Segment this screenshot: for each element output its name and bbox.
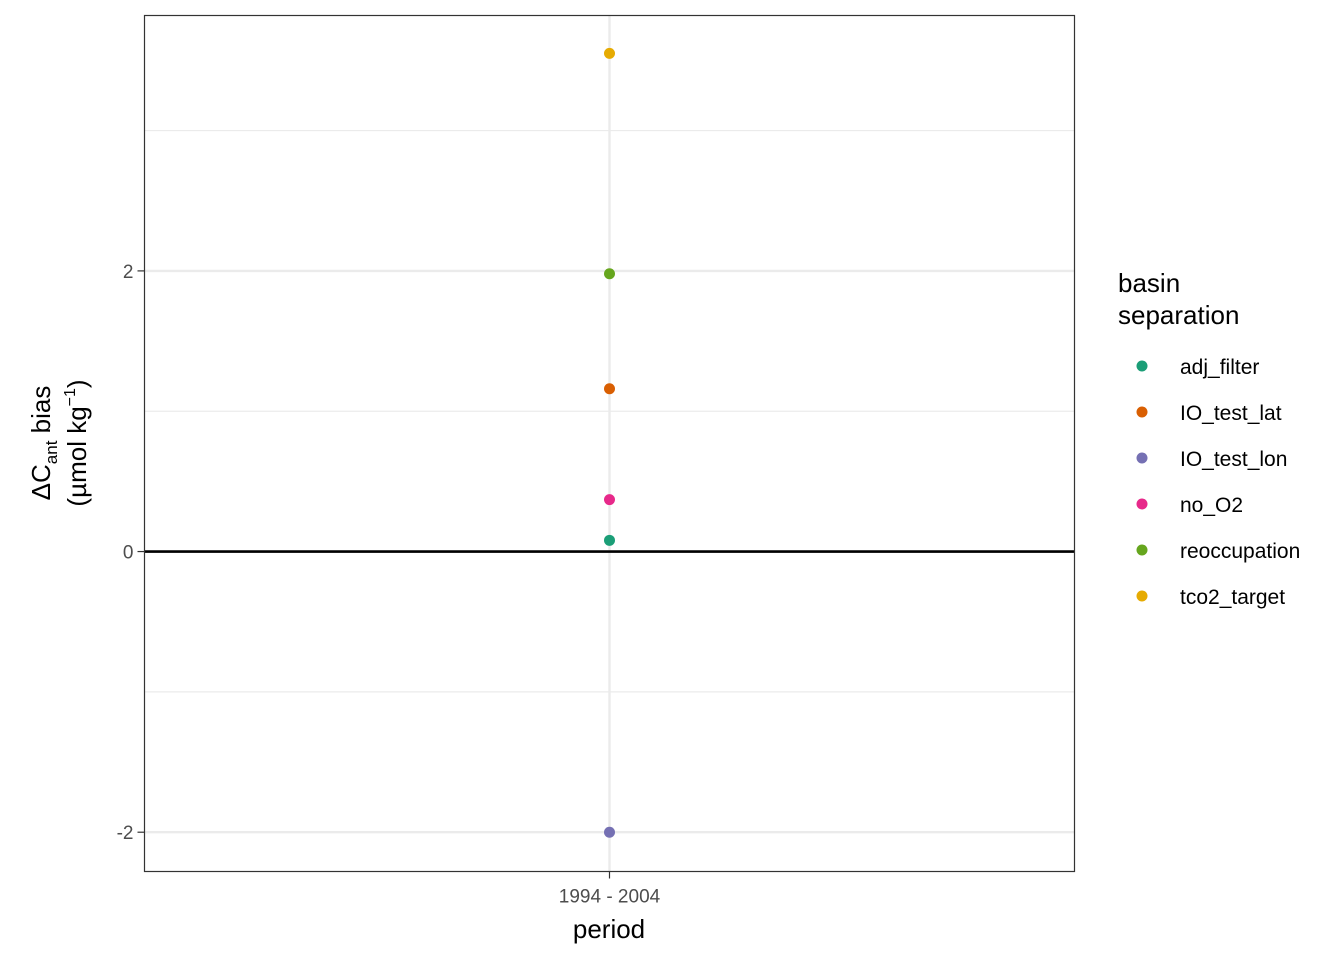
legend-key-io-test-lat	[1136, 406, 1148, 418]
legend-title-line-2: separation	[1118, 300, 1239, 330]
legend-key-tco2-target	[1136, 590, 1148, 602]
data-point-tco2-target	[604, 47, 615, 59]
data-point-io-test-lat	[604, 383, 615, 395]
y-axis-title-superscript: −1	[62, 388, 79, 406]
y-tick-label: -2	[117, 823, 134, 844]
y-axis-title-unit-prefix: (µmol kg	[62, 406, 92, 506]
y-tick-label: 0	[123, 543, 134, 564]
y-axis-title: ΔCant bias (µmol kg−1)	[26, 379, 92, 506]
legend-label-reoccupation: reoccupation	[1180, 540, 1300, 563]
y-axis-title-unit-suffix: )	[62, 379, 92, 388]
y-axis-title-suffix: bias	[26, 386, 56, 441]
legend-key-reoccupation	[1136, 544, 1148, 556]
legend-key-adj-filter	[1136, 360, 1148, 372]
legend-label-tco2-target: tco2_target	[1180, 586, 1285, 609]
legend-label-no-o2: no_O2	[1180, 494, 1243, 517]
data-point-io-test-lon	[604, 826, 615, 838]
x-axis-title: period	[573, 914, 645, 944]
legend-label-io-test-lat: IO_test_lat	[1180, 402, 1282, 425]
data-point-no-o2	[604, 494, 615, 506]
legend: basin separation adj_filter IO_test_lat IO…	[1118, 268, 1300, 609]
legend-label-io-test-lon: IO_test_lon	[1180, 448, 1287, 471]
legend-items: adj_filter IO_test_lat IO_test_lon no_O2reo…	[1136, 356, 1300, 609]
y-tick-label: 2	[123, 262, 134, 283]
data-points	[604, 47, 615, 838]
legend-key-no-o2	[1136, 498, 1148, 510]
legend-label-adj-filter: adj_filter	[1180, 356, 1259, 379]
svg-text:ΔCant bias: ΔCant bias	[26, 386, 61, 501]
legend-title-line-1: basin	[1118, 268, 1180, 298]
y-axis-title-delta: ΔC	[26, 464, 56, 500]
legend-key-io-test-lon	[1136, 452, 1148, 464]
data-point-reoccupation	[604, 268, 615, 280]
axes: -2 0 2 1994 - 2004	[117, 262, 661, 908]
data-point-adj-filter	[604, 534, 615, 546]
svg-text:(µmol kg−1): (µmol kg−1)	[62, 379, 92, 506]
y-axis-title-subscript: ant	[42, 440, 61, 464]
x-tick-label: 1994 - 2004	[559, 887, 661, 908]
